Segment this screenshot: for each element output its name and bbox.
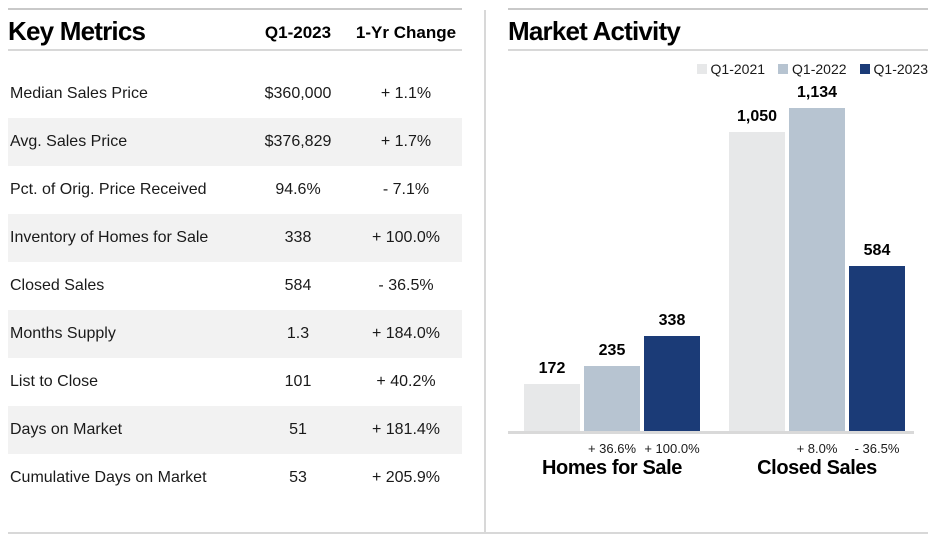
key-metrics-panel: Key Metrics Q1-2023 1-Yr Change Median S… bbox=[8, 0, 462, 540]
bar-q1-2021-closed-sales bbox=[729, 132, 785, 433]
metric-value: $360,000 bbox=[264, 85, 332, 102]
market-activity-header: Market Activity bbox=[508, 12, 681, 47]
bar-plot: 172 235 338 1,050 1,134 584 bbox=[508, 84, 928, 433]
key-metrics-table: Median Sales Price $360,000 + 1.1% Avg. … bbox=[8, 70, 462, 502]
panel-divider bbox=[484, 10, 486, 533]
table-row: Closed Sales 584 - 36.5% bbox=[8, 262, 462, 310]
bar-value-label: 172 bbox=[538, 360, 566, 377]
table-row: Months Supply 1.3 + 184.0% bbox=[8, 310, 462, 358]
metric-change: + 1.7% bbox=[380, 133, 432, 150]
table-row: Pct. of Orig. Price Received 94.6% - 7.1… bbox=[8, 166, 462, 214]
legend-label: Q1-2021 bbox=[710, 61, 766, 77]
pct-change-label: + 100.0% bbox=[644, 441, 700, 456]
bar-q1-2021-homes-for-sale bbox=[524, 384, 580, 433]
metric-label: Months Supply bbox=[10, 325, 116, 342]
legend-label: Q1-2022 bbox=[792, 61, 847, 77]
top-border-left bbox=[8, 8, 462, 10]
bar-q1-2023-closed-sales bbox=[849, 266, 905, 433]
key-metrics-title: Key Metrics bbox=[8, 16, 146, 47]
top-border-right bbox=[508, 8, 928, 10]
table-row: Avg. Sales Price $376,829 + 1.7% bbox=[8, 118, 462, 166]
metric-value: 53 bbox=[289, 469, 307, 486]
category-label-homes-for-sale: Homes for Sale bbox=[541, 457, 682, 479]
pct-change-label: + 8.0% bbox=[796, 441, 838, 456]
legend-swatch-icon-q1-2023 bbox=[859, 64, 870, 74]
pct-change-label: + 36.6% bbox=[587, 441, 637, 456]
market-activity-title: Market Activity bbox=[508, 16, 681, 47]
metric-value: 1.3 bbox=[286, 325, 310, 342]
metric-label: List to Close bbox=[10, 373, 99, 390]
metric-change: + 100.0% bbox=[371, 229, 441, 246]
metric-change: - 36.5% bbox=[378, 277, 434, 294]
metric-label: Cumulative Days on Market bbox=[10, 469, 207, 486]
header-underline-right bbox=[508, 49, 928, 51]
market-activity-panel: Market Activity Q1-2021 Q1-2022 Q1-2023 17… bbox=[508, 0, 928, 540]
metric-value: 94.6% bbox=[275, 181, 321, 198]
chart-legend: Q1-2021 Q1-2022 Q1-2023 bbox=[696, 61, 928, 77]
bar-value-label: 584 bbox=[863, 242, 891, 259]
metric-change: + 184.0% bbox=[371, 325, 441, 342]
metric-label: Median Sales Price bbox=[10, 85, 148, 102]
metric-value: 101 bbox=[284, 373, 312, 390]
metric-change: + 40.2% bbox=[376, 373, 436, 390]
metric-label: Inventory of Homes for Sale bbox=[10, 229, 209, 246]
bar-group-closed-sales: 1,050 1,134 584 bbox=[729, 84, 905, 433]
bar-q1-2022-closed-sales bbox=[789, 108, 845, 433]
bar-q1-2023-homes-for-sale bbox=[644, 336, 700, 433]
table-row: Cumulative Days on Market 53 + 205.9% bbox=[8, 454, 462, 502]
bar-value-label: 1,050 bbox=[736, 108, 778, 125]
bar-value-label: 235 bbox=[598, 342, 626, 359]
table-row: Days on Market 51 + 181.4% bbox=[8, 406, 462, 454]
pct-change-label: - 36.5% bbox=[854, 441, 900, 456]
bar-group-homes-for-sale: 172 235 338 bbox=[524, 85, 700, 433]
metric-label: Pct. of Orig. Price Received bbox=[10, 181, 207, 198]
table-row: Inventory of Homes for Sale 338 + 100.0% bbox=[8, 214, 462, 262]
legend-swatch-icon-q1-2022 bbox=[778, 64, 789, 74]
legend-item-q1-2023: Q1-2023 bbox=[859, 61, 928, 77]
metric-change: + 1.1% bbox=[380, 85, 432, 102]
table-row: List to Close 101 + 40.2% bbox=[8, 358, 462, 406]
legend-swatch-icon-q1-2021 bbox=[696, 64, 707, 74]
legend-item-q1-2021: Q1-2021 bbox=[696, 61, 766, 77]
header-underline-left bbox=[8, 49, 462, 51]
metric-change: - 7.1% bbox=[382, 181, 430, 198]
bar-value-label: 1,134 bbox=[796, 84, 838, 101]
metric-label: Closed Sales bbox=[10, 277, 105, 294]
legend-item-q1-2022: Q1-2022 bbox=[778, 61, 847, 77]
metric-value: 584 bbox=[284, 277, 312, 294]
metric-change: + 181.4% bbox=[371, 421, 441, 438]
metric-value: 51 bbox=[289, 421, 307, 438]
metric-label: Days on Market bbox=[10, 421, 123, 438]
column-header-1yr-change: 1-Yr Change bbox=[355, 23, 457, 42]
table-row: Median Sales Price $360,000 + 1.1% bbox=[8, 70, 462, 118]
x-axis-line bbox=[508, 431, 914, 434]
category-label-closed-sales: Closed Sales bbox=[757, 457, 877, 479]
bar-q1-2022-homes-for-sale bbox=[584, 366, 640, 433]
metric-value: $376,829 bbox=[264, 133, 332, 150]
bottom-border bbox=[8, 532, 928, 534]
metric-change: + 205.9% bbox=[371, 469, 441, 486]
metric-label: Avg. Sales Price bbox=[10, 133, 128, 150]
metric-value: 338 bbox=[284, 229, 312, 246]
bar-value-label: 338 bbox=[658, 312, 686, 329]
legend-label: Q1-2023 bbox=[873, 61, 928, 77]
column-header-q1-2023: Q1-2023 bbox=[264, 23, 332, 42]
key-metrics-header: Key Metrics Q1-2023 1-Yr Change bbox=[8, 12, 462, 46]
